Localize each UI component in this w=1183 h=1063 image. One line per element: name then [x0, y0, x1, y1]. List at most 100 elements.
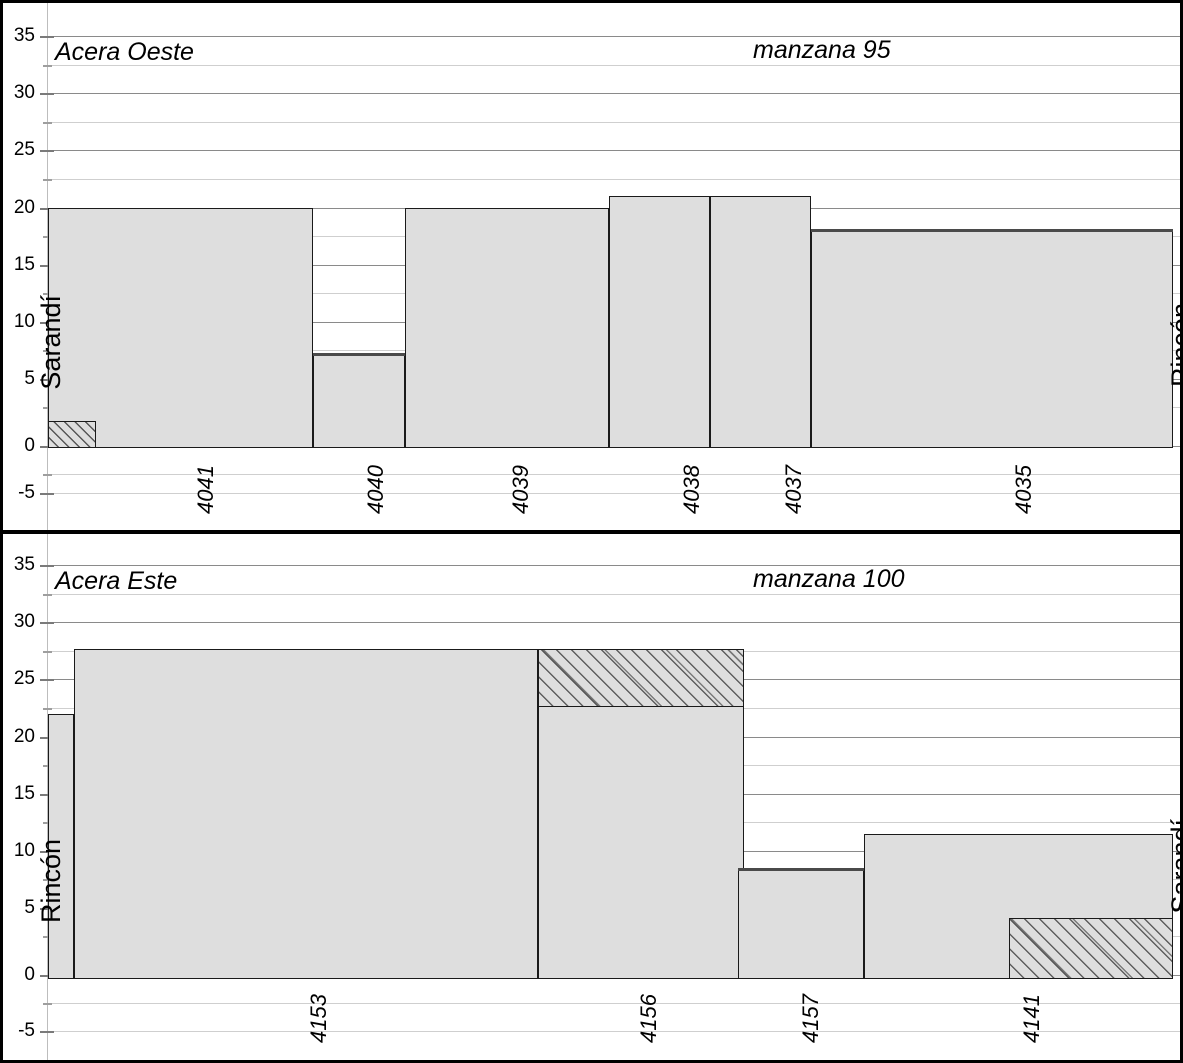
y-tick-major [40, 975, 54, 977]
building-block-4040 [313, 355, 405, 448]
building-block-edge-rincon [48, 714, 74, 979]
manzana-label-top: manzana 95 [753, 36, 891, 64]
street-label-right-top: Rincón [1166, 303, 1183, 388]
y-tick-minor [43, 708, 52, 710]
gridline-minor [47, 1003, 1180, 1004]
y-tick-label: 30 [13, 82, 35, 103]
y-tick-minor [43, 765, 52, 767]
y-tick-minor [43, 350, 52, 352]
y-tick-label: 35 [13, 554, 35, 575]
hatched-annex-4041 [48, 421, 96, 448]
y-tick-label: 0 [24, 435, 35, 456]
y-tick-major [40, 851, 54, 853]
x-tick-label-4157: 4157 [798, 994, 823, 1043]
y-tick-label: 30 [13, 611, 35, 632]
x-tick-label-4153: 4153 [306, 994, 331, 1043]
y-tick-minor [43, 179, 52, 181]
gridline-minor [47, 122, 1180, 123]
y-tick-label: 25 [13, 668, 35, 689]
y-tick-major [40, 908, 54, 910]
gridline-minor [47, 179, 1180, 180]
y-tick-minor [43, 122, 52, 124]
panel-acera-este: 35 30 25 20 15 10 5 0 -5 Acera Este manz… [3, 534, 1183, 1060]
building-cap-4040 [313, 353, 405, 356]
gridline-minor [47, 594, 1180, 595]
y-tick-label: 35 [13, 25, 35, 46]
y-tick-minor [43, 936, 52, 938]
y-tick-minor [43, 594, 52, 596]
gridline-minor [47, 65, 1180, 66]
y-tick-minor [43, 879, 52, 881]
gridline-minor [47, 474, 1180, 475]
y-tick-label: 10 [13, 840, 35, 861]
building-block-4157 [738, 870, 864, 979]
x-tick-label-4037: 4037 [781, 465, 806, 514]
y-tick-minor [43, 293, 52, 295]
panel-divider [3, 530, 1180, 534]
y-tick-minor [43, 1003, 52, 1005]
building-block-4041 [48, 208, 313, 448]
y-axis-line [47, 534, 48, 1060]
y-tick-major [40, 93, 54, 95]
gridline-major [47, 622, 1180, 623]
plot-area-bottom: 35 30 25 20 15 10 5 0 -5 Acera Este manz… [3, 534, 1183, 1060]
gridline-minor [47, 493, 1180, 494]
y-tick-major [40, 208, 54, 210]
x-tick-label-4041: 4041 [193, 465, 218, 514]
y-tick-label: -5 [18, 1020, 35, 1041]
street-label-left-top: Sarandí [36, 295, 66, 390]
y-tick-major [40, 265, 54, 267]
gridline-major [47, 36, 1180, 37]
gridline-minor [47, 1031, 1180, 1032]
x-tick-label-4156: 4156 [636, 994, 661, 1043]
y-tick-major [40, 493, 54, 495]
street-label-left-bottom: Rincón [36, 839, 66, 924]
y-tick-major [40, 622, 54, 624]
gridline-major [47, 150, 1180, 151]
y-tick-label: 5 [24, 897, 35, 918]
panel-acera-oeste: 35 30 25 20 15 10 5 0 -5 Acera Oeste man… [3, 3, 1180, 530]
building-cap-4157 [738, 868, 864, 871]
x-tick-label-4035: 4035 [1011, 465, 1036, 514]
y-tick-minor [43, 651, 52, 653]
building-cap-4035 [811, 229, 1173, 232]
y-tick-major [40, 379, 54, 381]
manzana-label-bottom: manzana 100 [753, 565, 905, 593]
y-tick-major [40, 565, 54, 567]
y-tick-major [40, 737, 54, 739]
y-tick-label: 25 [13, 139, 35, 160]
y-tick-label: 15 [13, 783, 35, 804]
x-tick-label-4141: 4141 [1019, 994, 1044, 1043]
acera-label-top: Acera Oeste [55, 38, 194, 66]
plot-area-top: 35 30 25 20 15 10 5 0 -5 Acera Oeste man… [3, 3, 1180, 530]
y-tick-major [40, 794, 54, 796]
y-tick-label: -5 [18, 482, 35, 503]
hatched-upper-4156 [538, 649, 744, 707]
x-tick-label-4040: 4040 [363, 465, 388, 514]
y-tick-major [40, 1031, 54, 1033]
street-label-right-bottom: Sarandí [1166, 819, 1183, 914]
building-block-4039 [405, 208, 609, 448]
y-tick-label: 0 [24, 964, 35, 985]
x-tick-label-4039: 4039 [508, 465, 533, 514]
y-tick-major [40, 150, 54, 152]
x-tick-label-4038: 4038 [679, 465, 704, 514]
y-tick-minor [43, 65, 52, 67]
building-block-4035 [811, 230, 1173, 448]
y-tick-major [40, 446, 54, 448]
gridline-major [47, 93, 1180, 94]
y-tick-minor [43, 822, 52, 824]
building-divider-4038-4037 [709, 196, 711, 448]
y-tick-label: 15 [13, 254, 35, 275]
y-tick-minor [43, 407, 52, 409]
y-tick-label: 5 [24, 368, 35, 389]
y-tick-minor [43, 474, 52, 476]
y-tick-minor [43, 236, 52, 238]
y-tick-major [40, 679, 54, 681]
gridline-major [47, 565, 1180, 566]
building-block-4153 [74, 649, 538, 979]
y-tick-major [40, 36, 54, 38]
y-tick-label: 20 [13, 726, 35, 747]
acera-label-bottom: Acera Este [55, 567, 178, 595]
